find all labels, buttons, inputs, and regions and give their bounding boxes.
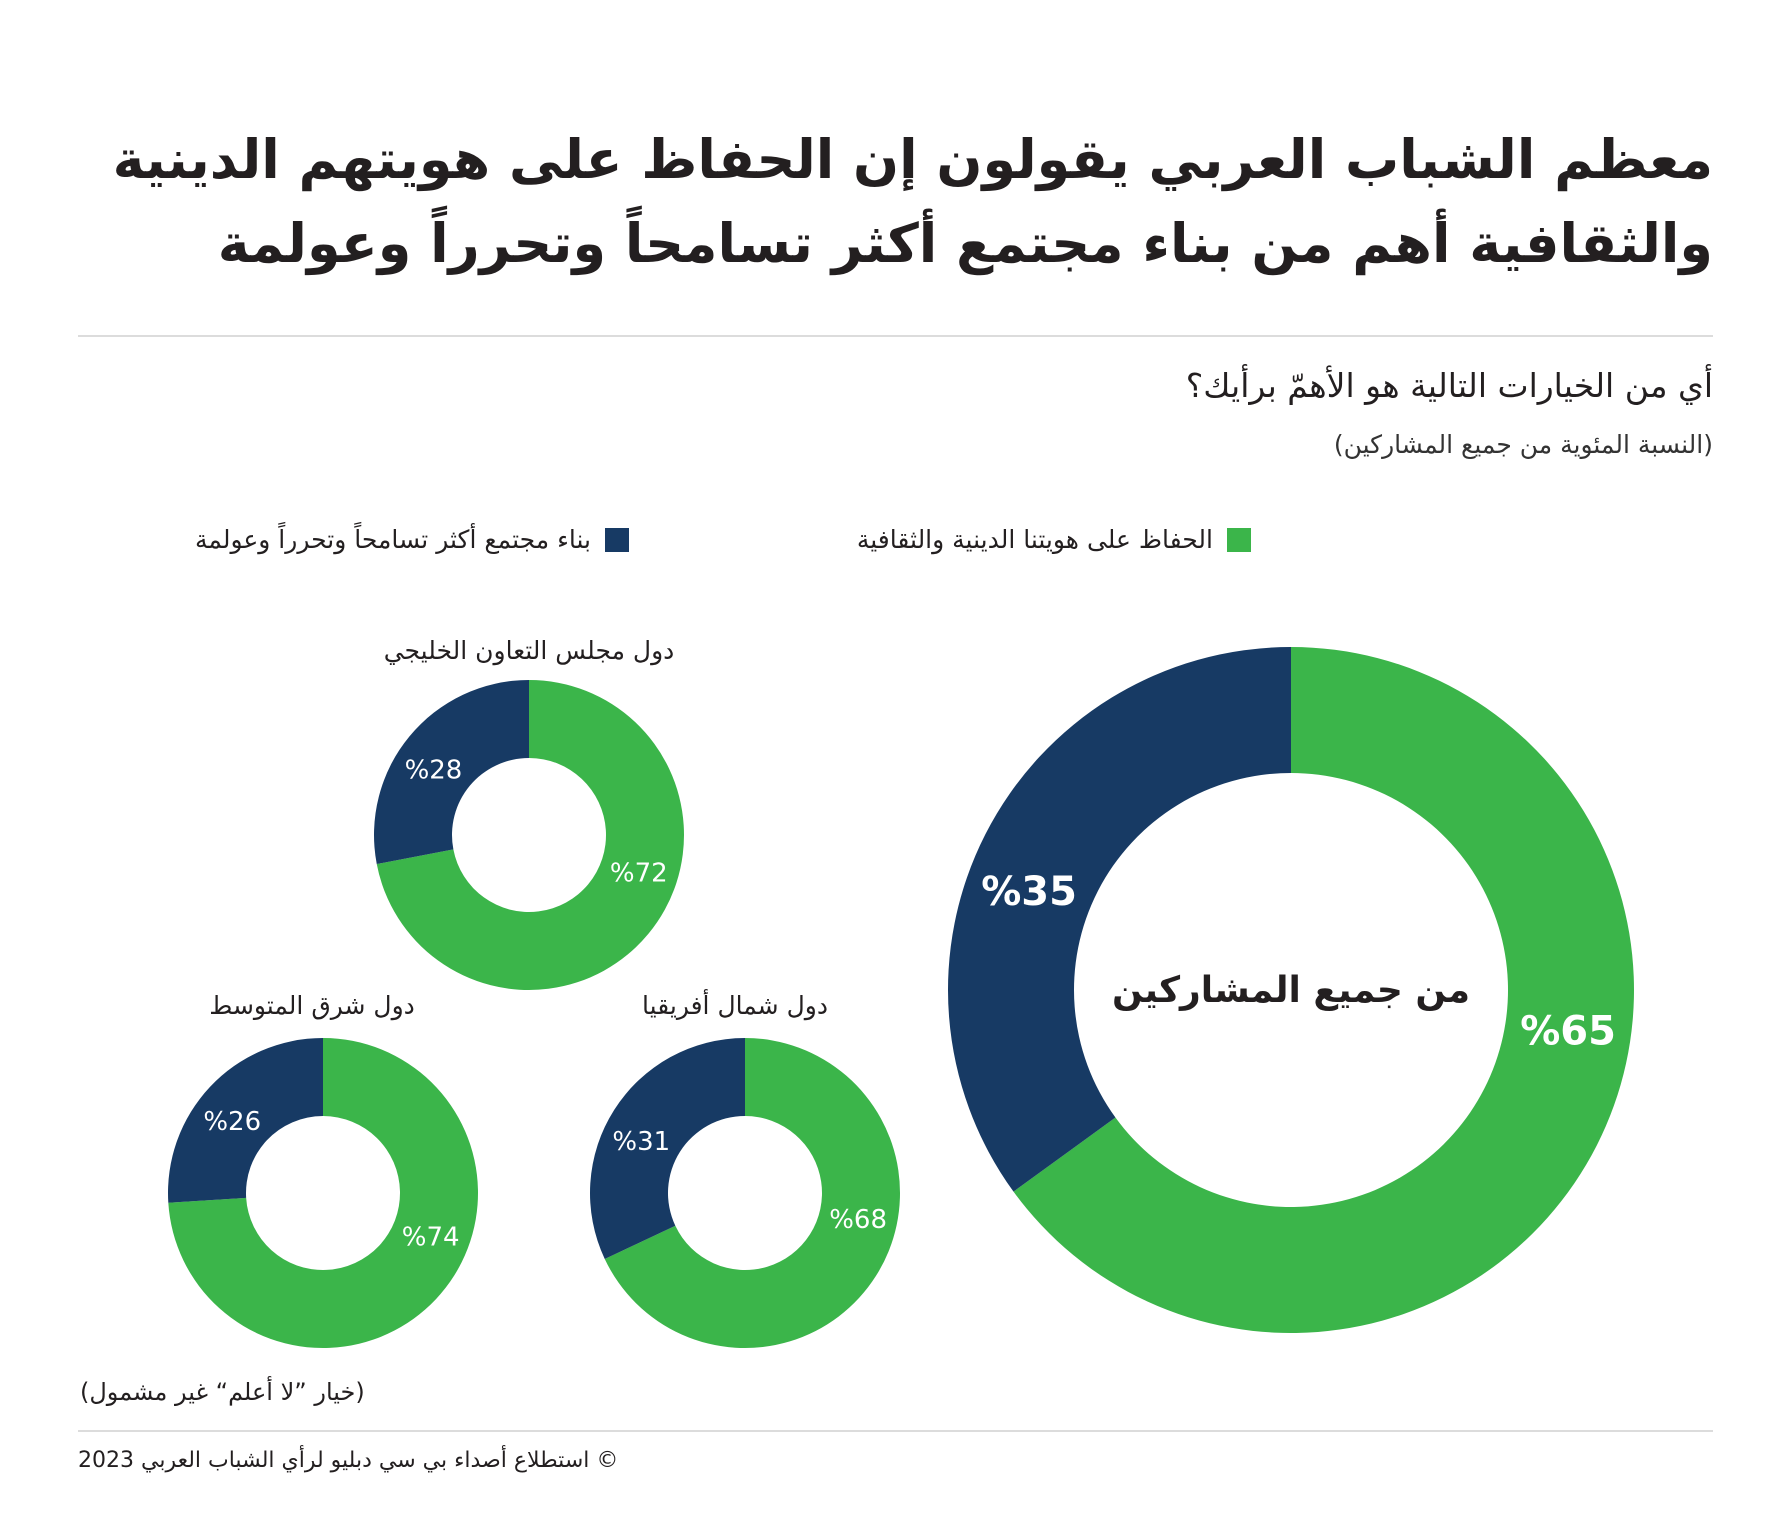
label-tolerant-society: %26: [203, 1107, 261, 1137]
footnote: (خيار ”لا أعلم“ غير مشمول): [80, 1378, 365, 1406]
slice-tolerant-society: [947, 647, 1291, 1192]
legend-label: الحفاظ على هويتنا الدينية والثقافية: [856, 525, 1213, 554]
divider-bottom: [78, 1430, 1713, 1432]
label-tolerant-society: %35: [981, 869, 1077, 915]
slice-tolerant-society: [168, 1038, 323, 1203]
title-line-1: معظم الشباب العربي يقولون إن الحفاظ على …: [112, 128, 1713, 191]
title-line-2: والثقافية أهم من بناء مجتمع أكثر تسامحاً…: [217, 212, 1713, 275]
label-identity: %65: [1520, 1008, 1616, 1054]
donut-3: %74 %26: [168, 1038, 479, 1348]
subtitle: (النسبة المئوية من جميع المشاركين): [1333, 430, 1713, 459]
donut-1: %72 %28: [374, 680, 684, 990]
legend-item-tolerant-society: بناء مجتمع أكثر تسامحاً وتحرراً وعولمة: [195, 525, 629, 554]
donut-2: %68 %31: [590, 1038, 900, 1348]
legend-label: بناء مجتمع أكثر تسامحاً وتحرراً وعولمة: [194, 525, 591, 554]
label-tolerant-society: %28: [405, 755, 463, 785]
donut-0: %65 %35 من جميع المشاركين: [947, 647, 1634, 1333]
label-identity: %68: [829, 1205, 887, 1235]
center-title: من جميع المشاركين: [1112, 970, 1470, 1011]
slice-identity: [168, 1038, 479, 1348]
slice-tolerant-society: [374, 680, 529, 865]
source: © استطلاع أصداء بي سي دبليو لرأي الشباب …: [78, 1448, 619, 1473]
page-title: معظم الشباب العربي يقولون إن الحفاظ على …: [113, 118, 1713, 286]
slice-identity: [1013, 647, 1634, 1333]
legend-item-identity: الحفاظ على هويتنا الدينية والثقافية: [857, 525, 1251, 554]
label-identity: %72: [610, 859, 668, 889]
chart-title-levant: دول شرق المتوسط: [209, 991, 415, 1020]
divider-top: [78, 335, 1713, 337]
label-tolerant-society: %31: [612, 1127, 670, 1157]
chart-title-north-africa: دول شمال أفريقيا: [642, 991, 828, 1020]
slice-identity: [604, 1038, 900, 1348]
label-identity: %74: [402, 1222, 460, 1252]
slice-tolerant-society: [590, 1038, 745, 1259]
chart-title-gcc: دول مجلس التعاون الخليجي: [383, 636, 675, 665]
legend-swatch-green: [1227, 527, 1251, 552]
slice-identity: [376, 680, 684, 990]
legend-swatch-navy: [605, 527, 629, 552]
question: أي من الخيارات التالية هو الأهمّ برأيك؟: [1185, 366, 1713, 405]
